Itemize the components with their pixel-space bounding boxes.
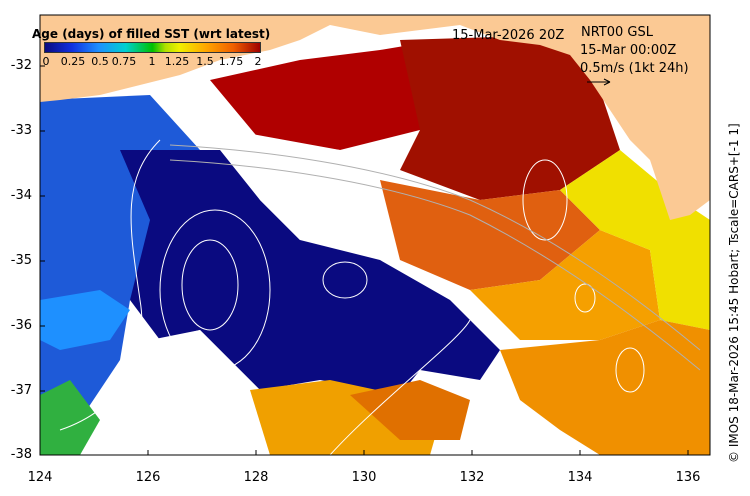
y-tick-label: -33 [10, 123, 32, 138]
shelf-contours [169, 144, 701, 371]
x-tick-label: 134 [567, 470, 593, 485]
vector-scale-arrowhead [603, 78, 611, 86]
age-region-orange-southeast [500, 320, 710, 455]
missing-region-north [230, 130, 400, 240]
current-time: 15-Mar 00:00Z [580, 43, 677, 58]
shelf-contour-1 [169, 144, 701, 351]
age-region-red-north [210, 40, 470, 150]
colorbar-tick-0-25: 0.25 [60, 55, 86, 68]
plot-frame [39, 14, 711, 456]
age-region-darkred-east [400, 35, 620, 200]
colorbar-tick-1-5: 1.5 [196, 55, 214, 68]
credit-label: © IMOS 18-Mar-2026 15:45 Hobart; Tscale=… [727, 123, 741, 463]
eddy-contour-small [574, 283, 596, 313]
missing-region-south [140, 330, 270, 455]
x-tick-label: 130 [351, 470, 377, 485]
colorbar-tick-0-5: 0.5 [91, 55, 109, 68]
land-mass [40, 15, 710, 220]
age-region-green-west [40, 380, 100, 455]
age-region-cyan-west [40, 290, 130, 350]
age-region-orangeyellow-east [470, 230, 660, 340]
x-tick-label: 136 [675, 470, 701, 485]
eddy-contour-west [181, 239, 239, 331]
legend-title: Age (days) of filled SST (wrt latest) [32, 27, 271, 41]
x-tick-label: 128 [243, 470, 269, 485]
contour-line-south [329, 319, 471, 455]
y-tick-label: -34 [10, 188, 32, 203]
shelf-contour-2 [169, 159, 701, 371]
colorbar [44, 42, 261, 53]
colorbar-tick-1-75: 1.75 [218, 55, 244, 68]
vector-scale-label: 0.5m/s (1kt 24h) [580, 61, 689, 76]
y-tick-label: -35 [10, 253, 32, 268]
colorbar-tick-0: 0 [42, 55, 50, 68]
age-region-darkorange-south [350, 380, 470, 440]
x-tick-label: 124 [27, 470, 53, 485]
contours [59, 139, 645, 455]
current-label: NRT00 GSL [581, 25, 653, 40]
eddy-contour-central [322, 261, 368, 299]
eddy-contour-west-outer [159, 209, 271, 371]
x-tick-label: 132 [459, 470, 485, 485]
contour-line-west [59, 139, 161, 431]
y-tick-label: -32 [10, 58, 32, 73]
x-tick-label: 126 [135, 470, 161, 485]
y-tick-label: -38 [10, 447, 32, 462]
eddy-contour-east [522, 159, 568, 241]
colorbar-tick-1-25: 1.25 [164, 55, 190, 68]
age-region-orange-east [380, 180, 600, 290]
age-region-navy-central [120, 150, 500, 395]
tick-marks [39, 65, 689, 456]
title-date: 15-Mar-2026 20Z [452, 28, 565, 43]
colorbar-tick-0-75: 0.75 [111, 55, 137, 68]
y-tick-label: -37 [10, 383, 32, 398]
y-tick-label: -36 [10, 318, 32, 333]
eddy-contour-southeast [615, 347, 645, 393]
colorbar-tick-1: 1 [148, 55, 156, 68]
colorbar-tick-2: 2 [254, 55, 262, 68]
